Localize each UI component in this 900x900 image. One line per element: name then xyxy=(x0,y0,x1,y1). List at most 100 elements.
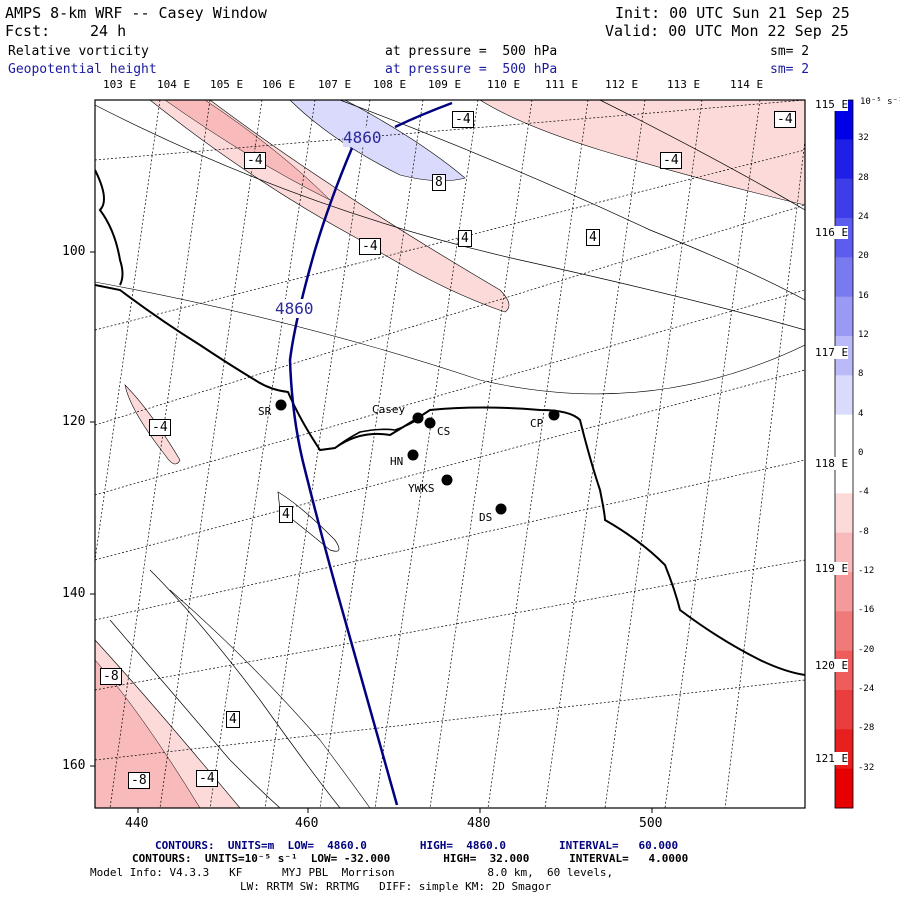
forecast-label: Fcst: xyxy=(5,22,51,40)
lon-label: 111 E xyxy=(545,78,579,91)
colorbar-swatch xyxy=(835,690,853,730)
colorbar-tick-label: 0 xyxy=(858,448,864,458)
y-tick-label: 120 xyxy=(62,414,86,429)
lon-label-right: 121 E xyxy=(815,752,849,765)
field2-smoothing: sm= 2 xyxy=(770,62,810,77)
footer-physics-info: LW: RRTM SW: RRTMG DIFF: simple KM: 2D S… xyxy=(240,880,552,893)
lon-label-right: 116 E xyxy=(815,226,849,239)
vorticity-label: -8 xyxy=(100,668,122,685)
lon-label: 108 E xyxy=(373,78,407,91)
colorbar-swatch xyxy=(835,768,853,809)
colorbar-tick-label: -28 xyxy=(858,723,875,734)
lon-label-right: 120 E xyxy=(815,659,849,672)
station-label-hn: HN xyxy=(390,455,404,468)
lon-label: 109 E xyxy=(428,78,462,91)
vorticity-contour xyxy=(109,619,281,808)
colorbar-tick-label: -8 xyxy=(858,526,869,537)
colorbar-tick-label: -16 xyxy=(858,605,875,616)
colorbar-swatch xyxy=(835,493,853,534)
colorbar-tick-label: 16 xyxy=(858,290,869,301)
colorbar-swatch xyxy=(835,296,853,337)
colorbar-tick-label: 28 xyxy=(858,172,869,183)
colorbar-tick-label: -20 xyxy=(858,644,875,655)
colorbar-tick-label: -32 xyxy=(858,762,875,773)
vorticity-label: -4 xyxy=(196,770,218,787)
lon-label-right: 118 E xyxy=(815,457,849,470)
station-label-ywks: YWKS xyxy=(408,482,435,495)
vorticity-label: -8 xyxy=(128,772,150,789)
valid-time: Valid: 00 UTC Mon 22 Sep 25 xyxy=(605,22,849,40)
station-label-cs: CS xyxy=(437,425,451,438)
ice-shelf-edge xyxy=(334,417,421,449)
vorticity-label: 4 xyxy=(279,506,293,523)
footer-vorticity-contours: CONTOURS: UNITS=10⁻⁵ s⁻¹ LOW= -32.000 HI… xyxy=(132,852,689,865)
lon-label: 107 E xyxy=(318,78,352,91)
lon-label: 110 E xyxy=(487,78,521,91)
colorbar-swatch xyxy=(835,611,853,652)
colorbar-tick-label: 20 xyxy=(858,251,869,262)
station-marker-cs xyxy=(424,417,436,429)
field1-name: Relative vorticity xyxy=(8,44,149,59)
station-marker-cp xyxy=(548,409,560,421)
station-label-ds: DS xyxy=(479,511,493,524)
colorbar-swatch xyxy=(835,178,853,219)
vorticity-contour xyxy=(95,281,805,395)
lon-label: 104 E xyxy=(157,78,191,91)
y-tick-label: 140 xyxy=(62,586,86,601)
station-marker-ds xyxy=(495,503,507,515)
vorticity-label: -4 xyxy=(452,111,474,128)
field2-level: at pressure = 500 hPa xyxy=(385,62,558,77)
x-tick-label: 500 xyxy=(639,816,663,831)
colorbar-tick-label: -24 xyxy=(858,684,875,694)
vorticity-label: 4 xyxy=(226,711,240,728)
height-contour-label: 4860 xyxy=(275,299,314,318)
colorbar-units: 10⁻⁵ s⁻¹ xyxy=(860,97,900,107)
x-tick-label: 440 xyxy=(125,816,149,831)
field1-level: at pressure = 500 hPa xyxy=(385,44,558,59)
coastline xyxy=(95,169,124,286)
station-marker-casey xyxy=(412,412,424,424)
lon-label: 105 E xyxy=(210,78,244,91)
vorticity-label: 8 xyxy=(432,174,446,191)
colorbar-tick-label: 24 xyxy=(858,212,869,222)
vorticity-label: -4 xyxy=(660,152,682,169)
colorbar-swatch xyxy=(835,414,853,455)
init-time: Init: 00 UTC Sun 21 Sep 25 xyxy=(615,4,850,22)
vorticity-contour xyxy=(169,589,371,808)
colorbar-swatch xyxy=(835,375,853,416)
vorticity-label: -4 xyxy=(359,238,381,255)
lon-label-right: 117 E xyxy=(815,346,849,359)
lon-label-right: 119 E xyxy=(815,562,849,575)
footer-height-contours: CONTOURS: UNITS=m LOW= 4860.0 HIGH= 4860… xyxy=(155,839,679,852)
station-marker-ywks xyxy=(441,474,453,486)
field2-name: Geopotential height xyxy=(8,62,157,77)
vorticity-label: 4 xyxy=(458,230,472,247)
colorbar-tick-label: 12 xyxy=(858,330,869,340)
height-contour-label: 4860 xyxy=(343,128,382,147)
lon-label: 112 E xyxy=(605,78,639,91)
lon-label: 106 E xyxy=(262,78,296,91)
vorticity-contour xyxy=(149,569,341,808)
x-tick-label: 480 xyxy=(467,816,491,831)
station-marker-sr xyxy=(275,399,287,411)
lon-label: 103 E xyxy=(103,78,137,91)
footer-model-info: Model Info: V4.3.3 KF MYJ PBL Morrison 8… xyxy=(90,866,614,879)
colorbar-tick-label: 8 xyxy=(858,369,864,380)
lon-label: 114 E xyxy=(730,78,764,91)
station-marker-hn xyxy=(407,449,419,461)
lon-label: 113 E xyxy=(667,78,701,91)
x-tick-label: 460 xyxy=(295,816,319,831)
station-label-casey: Casey xyxy=(372,403,406,416)
axis-ticks xyxy=(90,251,653,813)
graticule xyxy=(95,100,805,808)
station-label-cp: CP xyxy=(530,417,544,430)
coastline xyxy=(95,284,805,676)
negative-vorticity-region xyxy=(479,100,805,206)
colorbar-tick-label: 4 xyxy=(858,408,864,419)
vorticity-label: -4 xyxy=(774,111,796,128)
vorticity-label: -4 xyxy=(149,419,171,436)
forecast-hours: 24 h xyxy=(90,22,127,40)
y-tick-label: 160 xyxy=(62,758,86,773)
station-label-sr: SR xyxy=(258,405,272,418)
